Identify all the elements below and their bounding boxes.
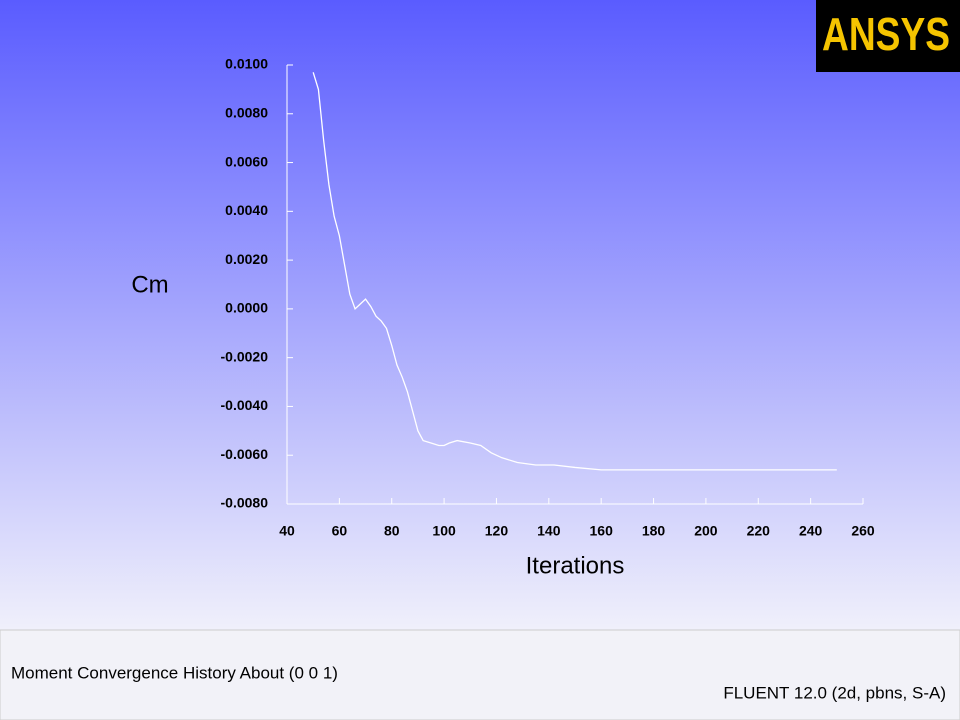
x-tick-label: 140 <box>537 523 561 539</box>
y-tick-label: 0.0040 <box>225 202 268 218</box>
y-tick-label: -0.0020 <box>221 348 269 364</box>
x-tick-label: 60 <box>332 523 348 539</box>
x-tick-label: 200 <box>694 523 718 539</box>
x-tick-label: 40 <box>279 523 295 539</box>
logo: ANSYS <box>822 8 950 60</box>
y-tick-label: -0.0040 <box>221 397 269 413</box>
y-tick-label: -0.0060 <box>221 446 269 462</box>
footer-panel <box>0 629 960 720</box>
x-tick-label: 160 <box>590 523 614 539</box>
data-line <box>312 72 837 471</box>
x-tick-label: 80 <box>384 523 400 539</box>
y-tick-label: 0.0060 <box>225 153 268 169</box>
y-tick-label: -0.0080 <box>221 495 269 511</box>
background <box>0 0 960 630</box>
logo-box <box>816 0 960 72</box>
x-tick-label: 220 <box>747 523 771 539</box>
x-axis-label: Iterations <box>526 552 625 579</box>
y-axis-label: Cm <box>131 271 168 298</box>
x-tick-label: 180 <box>642 523 666 539</box>
y-tick-label: 0.0000 <box>225 300 268 316</box>
x-tick-label: 260 <box>851 523 875 539</box>
chart-title: Moment Convergence History About (0 0 1) <box>11 663 338 682</box>
y-tick-label: 0.0100 <box>225 56 268 72</box>
y-tick-label: 0.0020 <box>225 251 268 267</box>
y-tick-label: 0.0080 <box>225 104 268 120</box>
x-tick-label: 240 <box>799 523 823 539</box>
x-tick-label: 120 <box>485 523 509 539</box>
chart-subtitle: FLUENT 12.0 (2d, pbns, S-A) <box>723 683 946 702</box>
x-tick-label: 100 <box>432 523 456 539</box>
